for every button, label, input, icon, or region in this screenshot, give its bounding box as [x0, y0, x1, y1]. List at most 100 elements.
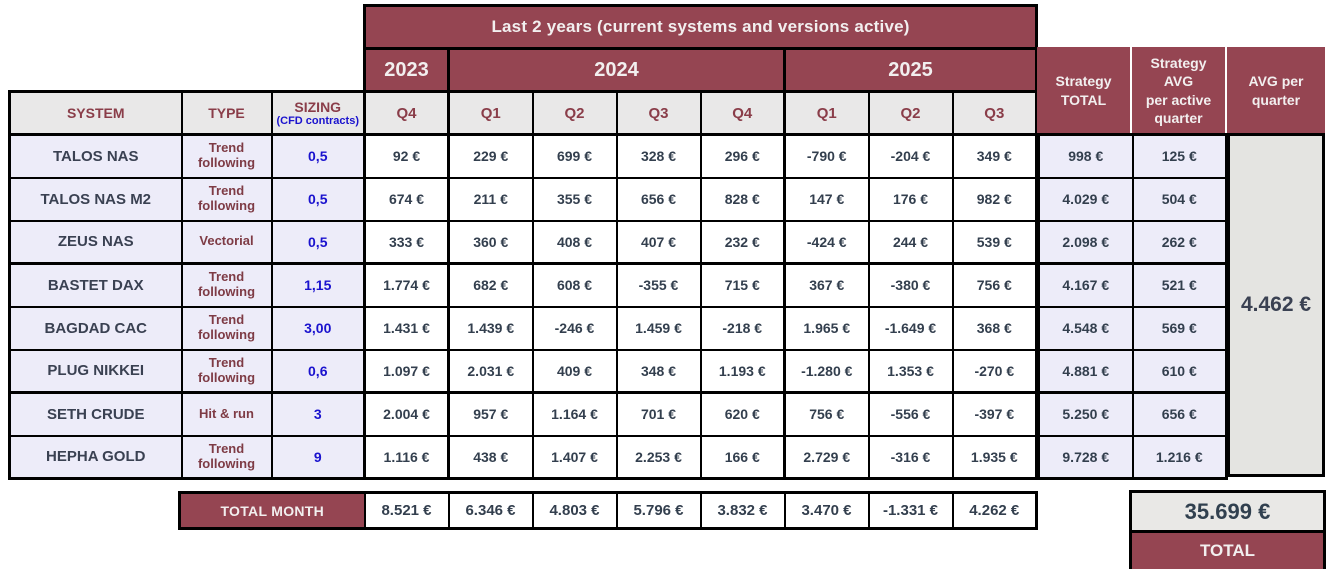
total-month-value: 5.796 €	[615, 491, 702, 530]
quarter-value: 407 €	[615, 219, 702, 265]
year-2025: 2025	[782, 47, 1039, 93]
col-header-avg-per-quarter: AVG per quarter	[1227, 47, 1325, 134]
col-header-strategy-avg: Strategy AVG per active quarter	[1132, 47, 1225, 134]
total-month-value: 4.262 €	[951, 491, 1038, 530]
system-row: SETH CRUDE Hit & run 3 2.004 €957 €1.164 €7…	[8, 391, 1039, 437]
strategy-total-value: 2.098 €	[1037, 219, 1134, 265]
strategy-total-value: 9.728 €	[1037, 434, 1134, 480]
quarter-value: -1.280 €	[783, 348, 870, 394]
quarter-value: 1.193 €	[699, 348, 786, 394]
quarter-value: 2.031 €	[447, 348, 534, 394]
system-type: Trend following	[180, 176, 273, 222]
strategy-total-value: 4.881 €	[1037, 348, 1134, 394]
quarter-value: 2.004 €	[363, 391, 450, 437]
system-type: Trend following	[180, 434, 273, 480]
col-header-q1-2025: Q1	[783, 90, 870, 136]
quarter-value: 333 €	[363, 219, 450, 265]
system-name: ZEUS NAS	[8, 219, 183, 265]
quarter-value: 367 €	[783, 262, 870, 308]
grand-total-box: 35.699 € TOTAL	[1129, 490, 1326, 569]
col-header-system: SYSTEM	[8, 90, 183, 136]
quarter-value: 1.965 €	[783, 305, 870, 351]
quarter-value: 539 €	[951, 219, 1039, 265]
quarter-value: -316 €	[867, 434, 954, 480]
system-sizing: 1,15	[270, 262, 366, 308]
quarter-value: 2.253 €	[615, 434, 702, 480]
system-row: PLUG NIKKEI Trend following 0,6 1.097 €2.03…	[8, 348, 1039, 394]
quarter-value: 1.097 €	[363, 348, 450, 394]
quarter-value: 244 €	[867, 219, 954, 265]
total-month-value: 4.803 €	[531, 491, 618, 530]
strategy-avg-value: 610 €	[1131, 348, 1228, 394]
quarter-value: 328 €	[615, 133, 702, 179]
col-header-strategy-total: Strategy TOTAL	[1037, 47, 1130, 134]
quarter-value: 682 €	[447, 262, 534, 308]
strategy-total-value: 998 €	[1037, 133, 1134, 179]
quarter-value: 620 €	[699, 391, 786, 437]
strategy-row: 4.167 €521 €	[1037, 262, 1228, 308]
total-month-value: 6.346 €	[447, 491, 534, 530]
strategy-row: 2.098 €262 €	[1037, 219, 1228, 265]
avg-per-quarter-value: 4.462 €	[1227, 133, 1325, 477]
spacer	[9, 5, 365, 49]
quarter-value: -424 €	[783, 219, 870, 265]
quarter-value: 229 €	[447, 133, 534, 179]
total-month-value: -1.331 €	[867, 491, 954, 530]
quarter-value: -1.649 €	[867, 305, 954, 351]
banner-title: Last 2 years (current systems and versio…	[362, 4, 1039, 50]
col-header-q2-2025: Q2	[867, 90, 954, 136]
strategy-avg-value: 125 €	[1131, 133, 1228, 179]
quarter-value: 176 €	[867, 176, 954, 222]
quarter-value: 360 €	[447, 219, 534, 265]
quarter-value: 1.431 €	[363, 305, 450, 351]
col-header-type: TYPE	[180, 90, 273, 136]
system-row: HEPHA GOLD Trend following 9 1.116 €438 €1.…	[8, 434, 1039, 480]
total-month-value: 8.521 €	[363, 491, 450, 530]
col-header-q3-2025: Q3	[951, 90, 1039, 136]
col-header-q4-2024: Q4	[699, 90, 786, 136]
performance-table: Last 2 years (current systems and versio…	[8, 4, 1039, 480]
system-name: TALOS NAS	[8, 133, 183, 179]
quarter-value: 438 €	[447, 434, 534, 480]
col-header-q1-2024: Q1	[447, 90, 534, 136]
system-name: BASTET DAX	[8, 262, 183, 308]
strategy-row: 5.250 €656 €	[1037, 391, 1228, 437]
strategy-avg-value: 1.216 €	[1131, 434, 1228, 480]
system-type: Hit & run	[180, 391, 273, 437]
quarter-value: -380 €	[867, 262, 954, 308]
quarter-value: 1.353 €	[867, 348, 954, 394]
strategy-avg-value: 521 €	[1131, 262, 1228, 308]
strategy-avg-value: 504 €	[1131, 176, 1228, 222]
quarter-value: -556 €	[867, 391, 954, 437]
quarter-value: 408 €	[531, 219, 618, 265]
banner-row: Last 2 years (current systems and versio…	[9, 4, 1039, 50]
strategy-row: 998 €125 €	[1037, 133, 1228, 179]
col-header-q2-2024: Q2	[531, 90, 618, 136]
col-header-q3-2024: Q3	[615, 90, 702, 136]
system-sizing: 0,5	[270, 219, 366, 265]
strategy-row: 4.548 €569 €	[1037, 305, 1228, 351]
quarter-value: -397 €	[951, 391, 1039, 437]
system-name: SETH CRUDE	[8, 391, 183, 437]
sizing-label: SIZING	[294, 99, 342, 115]
system-sizing: 3,00	[270, 305, 366, 351]
strategy-avg-value: 262 €	[1131, 219, 1228, 265]
system-sizing: 3	[270, 391, 366, 437]
system-row: TALOS NAS Trend following 0,5 92 €229 €699 …	[8, 133, 1039, 179]
spacer	[9, 48, 365, 92]
quarter-value: 1.407 €	[531, 434, 618, 480]
system-row: ZEUS NAS Vectorial 0,5 333 €360 €408 €407 €…	[8, 219, 1039, 265]
total-month-table: TOTAL MONTH 8.521 €6.346 €4.803 €5.796 €…	[178, 491, 1038, 530]
quarter-value: 355 €	[531, 176, 618, 222]
system-type: Trend following	[180, 348, 273, 394]
quarter-value: 1.935 €	[951, 434, 1039, 480]
col-header-q4-2023: Q4	[363, 90, 450, 136]
system-type: Vectorial	[180, 219, 273, 265]
quarter-value: -790 €	[783, 133, 870, 179]
quarter-value: 715 €	[699, 262, 786, 308]
quarter-value: 348 €	[615, 348, 702, 394]
system-row: TALOS NAS M2 Trend following 0,5 674 €211 €…	[8, 176, 1039, 222]
year-row: 2023 2024 2025	[9, 47, 1039, 93]
quarter-value: 674 €	[363, 176, 450, 222]
system-name: BAGDAD CAC	[8, 305, 183, 351]
